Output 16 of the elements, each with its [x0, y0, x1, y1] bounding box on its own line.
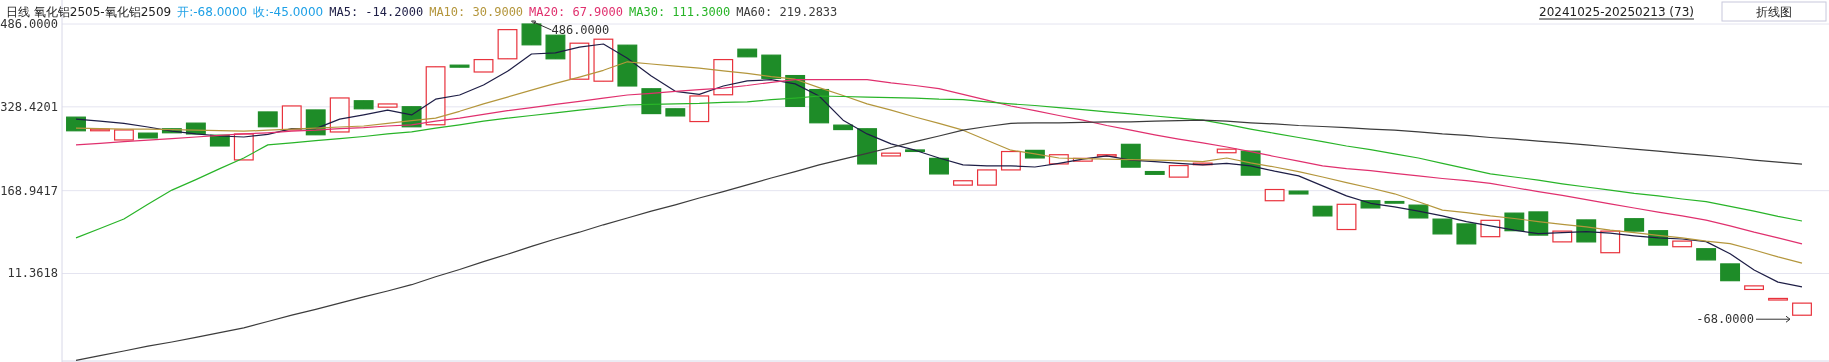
- y-tick-label: 168.9417: [0, 183, 58, 198]
- y-tick-label: 11.3618: [7, 266, 58, 281]
- annotation: -68.0000: [1696, 312, 1754, 327]
- text: MA20: 67.9000: [529, 5, 623, 19]
- chart-title: 日线 氧化铝2505-氧化铝2509: [6, 5, 172, 19]
- text: 20241025-20250213 (73): [1539, 5, 1694, 19]
- text: MA60: 219.2833: [736, 5, 838, 19]
- annotation: 486.0000: [551, 23, 610, 37]
- y-tick-label: 328.4201: [0, 99, 58, 114]
- text: 开:-68.0000: [177, 5, 248, 19]
- y-tick-label: 486.0000: [0, 17, 58, 31]
- text: 收:-45.0000: [253, 5, 324, 19]
- text: MA5: -14.2000: [329, 5, 424, 19]
- text: MA30: 111.3000: [629, 5, 731, 19]
- text: MA10: 30.9000: [429, 5, 524, 19]
- text: 折线图: [1756, 5, 1792, 19]
